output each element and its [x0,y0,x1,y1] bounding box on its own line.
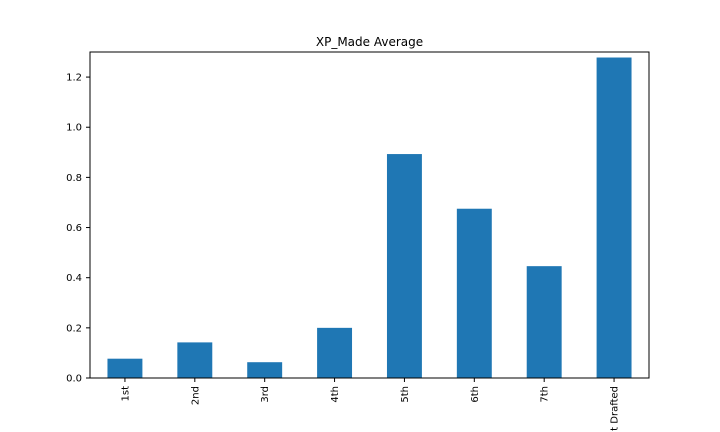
chart-title: XP_Made Average [316,35,423,49]
x-axis: 1st 2nd 3rd 4th 5th 6th 7th t Drafted [120,378,621,431]
plot-frame [89,51,650,379]
bar-6 [456,208,492,378]
bar-5 [386,154,422,378]
y-tick-label: 0.0 [66,374,82,385]
x-tick-label: 1st [120,386,131,402]
y-tick-label: 0.2 [66,323,82,334]
y-axis: 0.0 0.2 0.4 0.6 0.8 1.0 1.2 [66,73,90,385]
bar-1 [107,358,143,378]
bar-4 [317,327,353,378]
x-tick-label: 4th [330,386,341,403]
bar-7 [526,266,562,378]
y-tick-label: 1.0 [66,123,82,134]
x-tick-label: 3rd [260,386,271,403]
x-tick-label: 6th [470,386,481,403]
y-tick-label: 0.8 [66,173,82,184]
bar-2 [177,342,213,378]
x-tick-label: 5th [400,386,411,403]
bars-group [107,57,632,379]
y-tick-label: 1.2 [66,73,82,84]
bar-3 [247,362,283,378]
y-tick-label: 0.4 [66,273,82,284]
x-tick-label: t Drafted [610,386,621,431]
bar-8 [596,57,632,379]
x-tick-label: 7th [540,386,551,403]
x-tick-label: 2nd [190,386,201,405]
y-tick-label: 0.6 [66,223,82,234]
